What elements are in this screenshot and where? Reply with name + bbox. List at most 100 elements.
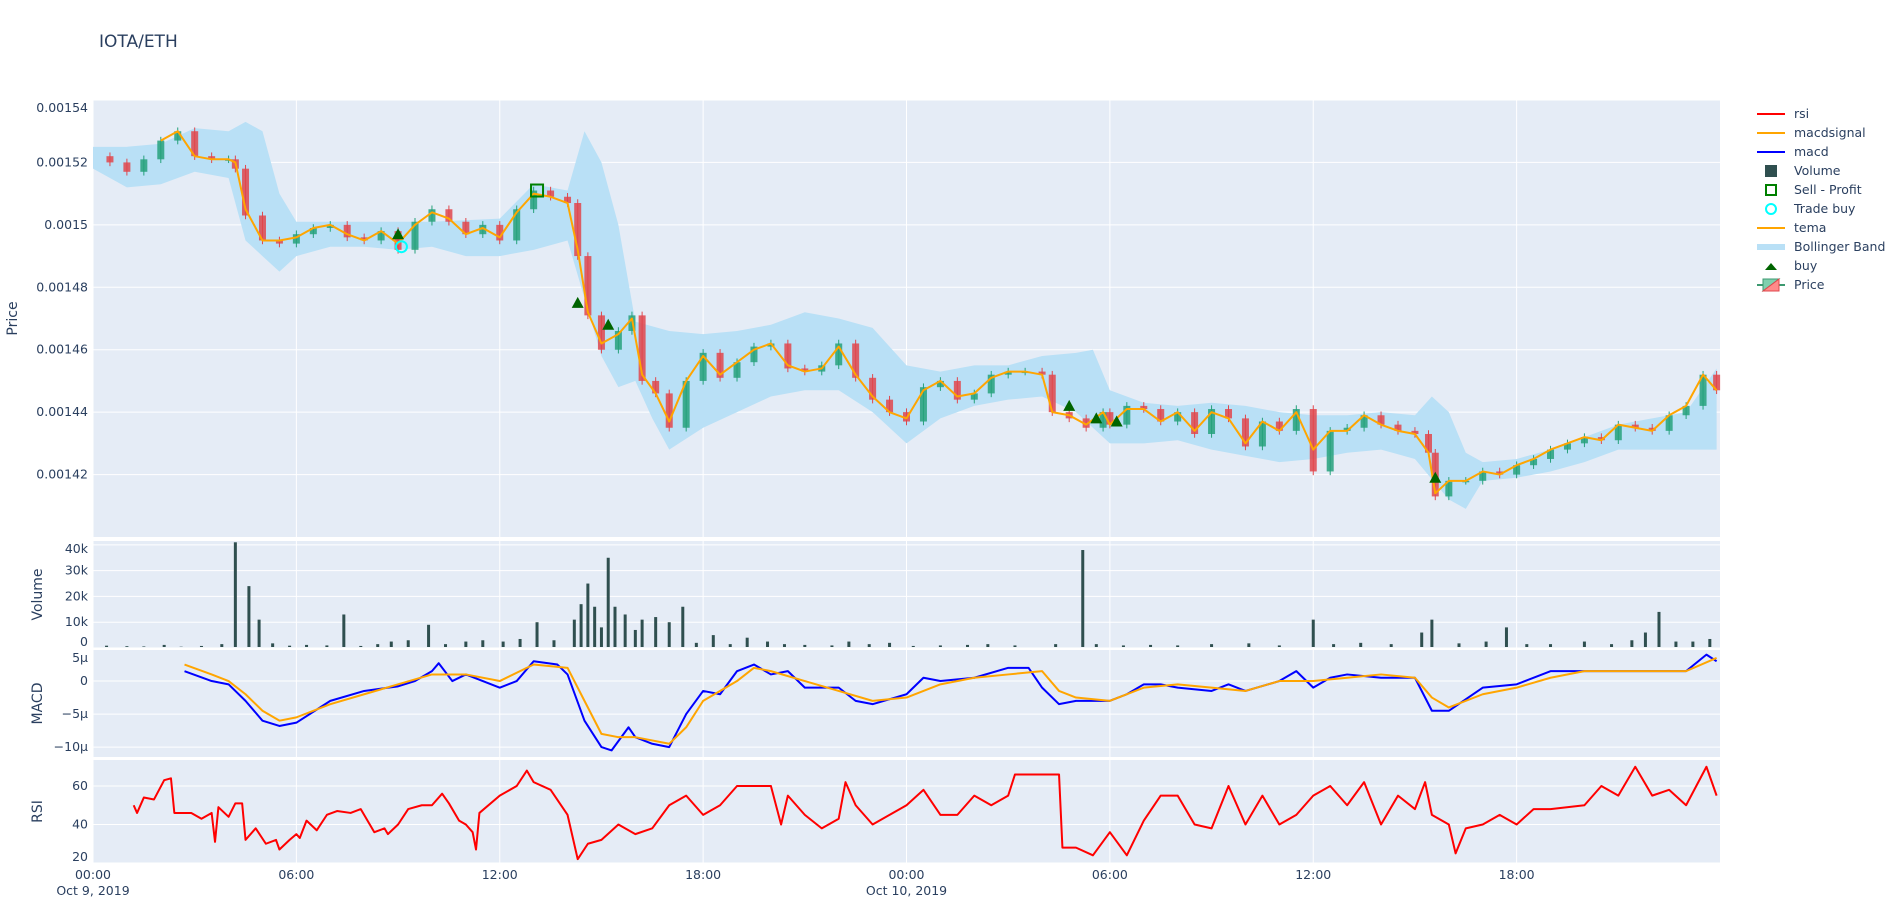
volume-y-tick-label: 0 — [80, 634, 88, 649]
volume-bar — [125, 646, 129, 647]
price-candle — [157, 140, 165, 160]
legend-item-volume[interactable]: Volume — [1756, 161, 1885, 180]
price-candle — [638, 315, 646, 381]
volume-bar — [986, 644, 990, 647]
price-candle — [309, 227, 317, 235]
price-candle — [1241, 418, 1249, 447]
volume-bar — [1708, 638, 1712, 647]
volume-bar — [257, 619, 261, 647]
volume-bar — [305, 644, 309, 647]
trade-buy-legend-icon — [1765, 202, 1777, 215]
volume-bar — [1247, 643, 1251, 647]
macd-legend-icon — [1757, 150, 1785, 153]
rsi-y-tick-label: 40 — [72, 816, 88, 831]
volume-bar — [711, 635, 715, 647]
volume-bar — [579, 604, 583, 647]
volume-bar — [1121, 645, 1125, 647]
volume-bar — [325, 645, 329, 647]
volume-bar — [1484, 641, 1488, 647]
buy-marker — [1090, 412, 1103, 424]
price-candle — [597, 315, 605, 350]
price-candle — [970, 393, 978, 400]
x-tick-label: 12:00 — [1295, 867, 1331, 882]
price-candle — [1292, 409, 1300, 431]
volume-y-tick-label: 30k — [65, 563, 89, 578]
volume-bar — [745, 637, 749, 647]
buy-marker — [1063, 399, 1076, 411]
price-candle — [1082, 418, 1090, 428]
volume-bar — [427, 624, 431, 647]
price-candle — [1048, 374, 1056, 413]
price-candle — [1394, 424, 1402, 431]
volume-bar — [1013, 645, 1017, 647]
price-candle — [652, 380, 660, 394]
price-candle — [394, 231, 402, 250]
price-y-tick-label: 0.00152 — [36, 154, 88, 169]
price-candle — [1258, 421, 1266, 447]
price-candle — [1191, 412, 1199, 434]
price-candle — [564, 196, 572, 204]
price-candle — [191, 131, 199, 157]
price-candle — [1547, 449, 1555, 459]
volume-bar — [623, 614, 627, 647]
price-candle — [1580, 437, 1588, 444]
price-y-tick-label: 0.00146 — [36, 342, 88, 357]
volume-bar — [782, 644, 786, 647]
price-candle — [1665, 415, 1673, 431]
price-candle — [428, 209, 436, 222]
legend-item-macd[interactable]: macd — [1756, 142, 1885, 161]
price-candle — [106, 156, 114, 163]
legend-label: macd — [1794, 144, 1829, 159]
price-candle — [886, 399, 894, 413]
price-candle — [1597, 437, 1605, 441]
volume-bar — [1630, 640, 1634, 647]
volume-bar — [233, 542, 237, 647]
volume-bar — [586, 583, 590, 647]
buy-marker — [392, 228, 405, 240]
volume-bar — [1457, 643, 1461, 647]
volume-bar — [654, 617, 658, 647]
volume-bar — [389, 641, 393, 647]
volume-bar — [1081, 550, 1085, 647]
price-candle — [1225, 409, 1233, 419]
x-tick-label: 06:00 — [278, 867, 314, 882]
legend-item-buy[interactable]: buy — [1756, 256, 1885, 275]
x-tick-label: 18:00 — [1499, 867, 1535, 882]
volume-bar — [162, 644, 166, 647]
buy-marker — [571, 296, 584, 308]
legend-item-tema[interactable]: tema — [1756, 218, 1885, 237]
price-candle — [479, 224, 487, 235]
legend-item-bollinger-band[interactable]: Bollinger Band — [1756, 237, 1885, 256]
macd-y-tick-label: −5µ — [62, 706, 88, 721]
volume-bar — [667, 622, 671, 647]
legend-label: buy — [1794, 258, 1818, 273]
price-candle — [547, 190, 555, 197]
price-candle — [699, 352, 707, 381]
volume-bar — [803, 644, 807, 647]
legend-item-macdsignal[interactable]: macdsignal — [1756, 123, 1885, 142]
price-candle — [1326, 430, 1334, 472]
price-candle — [1496, 471, 1504, 475]
legend-item-sell-profit[interactable]: Sell - Profit — [1756, 180, 1885, 199]
macd-y-tick-label: −10µ — [54, 739, 88, 754]
price-candle — [1106, 412, 1114, 425]
price-candle — [1360, 415, 1368, 428]
price-candle — [869, 377, 877, 400]
volume-bar — [938, 645, 942, 647]
legend-item-price[interactable]: Price — [1756, 275, 1885, 294]
volume-bar — [1311, 619, 1315, 647]
volume-bar — [1643, 632, 1647, 647]
price-candle — [1140, 405, 1148, 410]
volume-bar — [247, 586, 251, 647]
price-candle — [574, 203, 582, 257]
legend-item-rsi[interactable]: rsi — [1756, 104, 1885, 123]
volume-bar — [271, 643, 275, 647]
price-candle — [919, 387, 927, 422]
volume-bar — [518, 638, 522, 647]
legend-item-trade-buy[interactable]: Trade buy — [1756, 199, 1885, 218]
legend: rsi macdsignal macd Volume Sell - Profit Trad… — [1756, 104, 1885, 294]
price-candle — [614, 330, 622, 350]
legend-label: Bollinger Band — [1794, 239, 1886, 254]
price-candle — [1648, 427, 1656, 431]
